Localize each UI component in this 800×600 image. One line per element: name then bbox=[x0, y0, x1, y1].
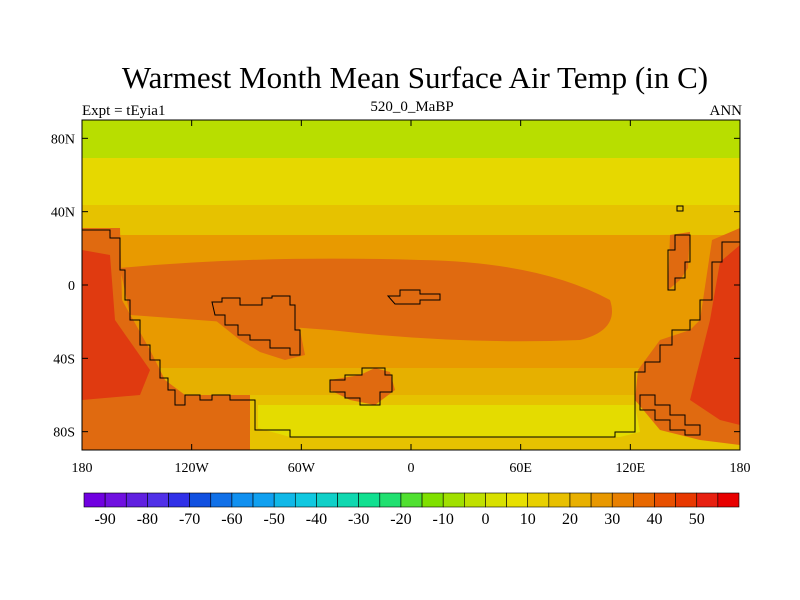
colorbar-swatch bbox=[104, 492, 127, 508]
colorbar-swatch bbox=[231, 492, 254, 508]
coastline-small-island bbox=[676, 205, 684, 212]
map-title: Warmest Month Mean Surface Air Temp (in … bbox=[121, 60, 709, 95]
colorbar-swatch bbox=[590, 492, 613, 508]
colorbar-swatch bbox=[569, 492, 592, 508]
colorbar-swatch bbox=[675, 492, 698, 508]
colorbar-swatch bbox=[421, 492, 444, 508]
colorbar-swatch bbox=[442, 492, 465, 508]
colorbar-label: -80 bbox=[137, 511, 158, 528]
colorbar-swatch bbox=[358, 492, 381, 508]
experiment-label: Expt = tEyia1 bbox=[82, 103, 166, 119]
lat-tick-label: 0 bbox=[68, 279, 75, 294]
lon-tick-label: 120W bbox=[175, 461, 210, 476]
lat-tick-label: 40N bbox=[51, 206, 75, 221]
colorbar-swatch bbox=[696, 492, 719, 508]
colorbar-swatch bbox=[316, 492, 338, 508]
colorbar-swatch bbox=[147, 492, 169, 508]
band-south-subtropics bbox=[82, 368, 740, 398]
coastlines bbox=[82, 205, 740, 438]
colorbar: -90 -80 -70 -60 -50 -40 -30 -20 -10 0 10 20 30 40 50 bbox=[83, 492, 740, 528]
colorbar-label: -60 bbox=[221, 511, 242, 528]
colorbar-label: -20 bbox=[390, 511, 411, 528]
map-fields bbox=[82, 120, 740, 450]
colorbar-label: 20 bbox=[562, 511, 578, 528]
east-continent-core bbox=[690, 245, 740, 425]
colorbar-swatch bbox=[654, 492, 676, 508]
colorbar-swatch bbox=[717, 492, 740, 508]
colorbar-label: 50 bbox=[689, 511, 705, 528]
colorbar-label: 30 bbox=[604, 511, 620, 528]
band-arctic bbox=[82, 120, 740, 162]
lat-tick-label: 80N bbox=[51, 132, 75, 147]
colorbar-label: -40 bbox=[306, 511, 327, 528]
lon-tick-label: 120E bbox=[616, 461, 646, 476]
colorbar-label: -10 bbox=[433, 511, 454, 528]
lat-tick-label: 40S bbox=[53, 352, 75, 367]
colorbar-label: -30 bbox=[348, 511, 369, 528]
colorbar-label: -70 bbox=[179, 511, 200, 528]
colorbar-label: 10 bbox=[520, 511, 536, 528]
colorbar-swatch bbox=[294, 492, 317, 508]
west-continent-core bbox=[82, 250, 150, 400]
colorbar-swatch bbox=[485, 492, 507, 508]
colorbar-swatch bbox=[337, 492, 359, 508]
band-north-midlatitude bbox=[82, 158, 740, 208]
colorbar-swatch bbox=[611, 492, 634, 508]
colorbar-label: 0 bbox=[481, 511, 489, 528]
colorbar-label: -90 bbox=[94, 511, 115, 528]
colorbar-swatch bbox=[633, 492, 655, 508]
small-island-chain bbox=[330, 368, 395, 405]
lat-tick-label: 80S bbox=[53, 426, 75, 441]
colorbar-swatch bbox=[464, 492, 486, 508]
lon-tick-label: 60W bbox=[288, 461, 316, 476]
colorbar-swatch bbox=[168, 492, 190, 508]
season-label: ANN bbox=[709, 103, 743, 119]
colorbar-swatch bbox=[252, 492, 275, 508]
colorbar-swatch bbox=[273, 492, 296, 508]
coastline-island-chain bbox=[329, 367, 393, 406]
colorbar-swatch bbox=[400, 492, 423, 508]
period-label: 520_0_MaBP bbox=[370, 99, 454, 115]
lon-tick-label: 180 bbox=[72, 461, 93, 476]
band-north-subtropics bbox=[82, 205, 740, 235]
colorbar-label: -50 bbox=[263, 511, 284, 528]
longitude-ticks: 180 120W 60W 0 60E 120E 180 bbox=[72, 120, 751, 476]
lon-tick-label: 60E bbox=[509, 461, 532, 476]
coastline-south-east-strip bbox=[639, 394, 701, 436]
latitude-ticks: 80N 40N 0 40S 80S bbox=[51, 132, 740, 441]
colorbar-swatch bbox=[379, 492, 402, 508]
colorbar-swatch bbox=[506, 492, 529, 508]
coastline-central-land bbox=[211, 295, 301, 356]
polar-continent bbox=[258, 405, 640, 437]
colorbar-swatch bbox=[548, 492, 571, 508]
colorbar-label: 40 bbox=[646, 511, 662, 528]
coastline-equatorial-islands bbox=[386, 289, 441, 305]
colorbar-swatch bbox=[210, 492, 233, 508]
central-land-blob bbox=[212, 298, 305, 360]
coastline-west-continent bbox=[82, 229, 740, 438]
colorbar-swatch bbox=[189, 492, 212, 508]
eastern-peninsula bbox=[668, 232, 690, 290]
coastline-eastern-peninsula bbox=[667, 234, 691, 291]
colorbar-swatch bbox=[125, 492, 148, 508]
lon-tick-label: 180 bbox=[730, 461, 751, 476]
lon-tick-label: 0 bbox=[408, 461, 415, 476]
colorbar-swatch bbox=[527, 492, 550, 508]
colorbar-swatch bbox=[83, 492, 106, 508]
